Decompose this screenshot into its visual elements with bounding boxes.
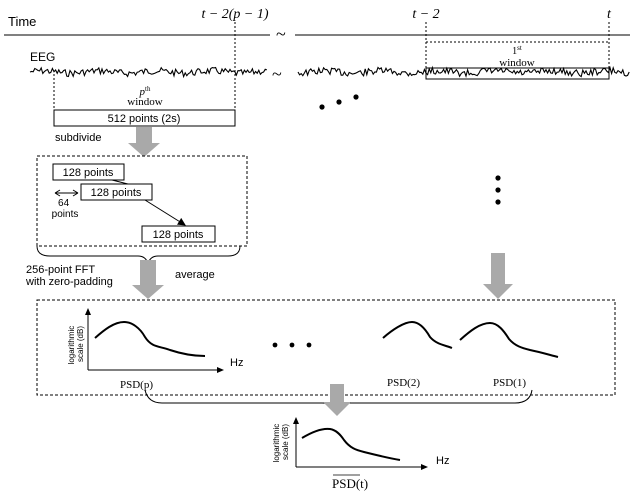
- eeg-label: EEG: [30, 50, 55, 64]
- segment-3-box: [141, 225, 216, 243]
- panel-ellipsis-1: [272, 342, 278, 348]
- fft-label-line1: 256-point FFT: [26, 264, 95, 276]
- psd-p-ylabel-line2: scale (dB): [76, 326, 85, 362]
- psd-p-x-arrowhead: [217, 367, 224, 373]
- segment-1-label: 128 points: [63, 167, 114, 179]
- psd-2-label: PSD(2): [387, 377, 420, 389]
- dots-diagonal-1: [319, 104, 325, 110]
- panel-ellipsis-3: [306, 342, 312, 348]
- segment-connector-2: [144, 199, 186, 226]
- psd-t-label-text: PSD(t): [332, 476, 368, 491]
- segment-connector-1: [111, 179, 129, 185]
- dots-vertical-1: [495, 175, 501, 181]
- first-window-box: [425, 67, 610, 80]
- psd-t-ylabel-line1: logarithmic: [272, 424, 281, 463]
- psd-t-ylabel: logarithmic scale (dB): [272, 422, 290, 463]
- psd-t-label: PSD(t): [332, 476, 368, 491]
- average-label: average: [175, 269, 215, 281]
- overlap-label-line1: 64: [58, 198, 70, 209]
- eeg-signal-left: [29, 66, 267, 79]
- overlap-label: 64 points: [52, 198, 79, 220]
- first-window-word: window: [499, 57, 535, 69]
- tick-label-t: t: [607, 7, 612, 22]
- time-label: Time: [8, 14, 36, 29]
- pth-window-label: pth: [139, 85, 151, 98]
- eeg-break: ~: [272, 64, 282, 84]
- psd-p-ylabel: logarithmic scale (dB): [67, 324, 85, 365]
- segment-2-box: [80, 183, 153, 201]
- psd-t-y-arrowhead: [293, 417, 299, 424]
- psd-t-xlabel: Hz: [436, 455, 449, 467]
- psd-p-panel: logarithmic scale (dB) Hz PSD(p): [67, 308, 243, 391]
- first-window-label: 1st: [512, 44, 522, 57]
- segment-1-box: [52, 163, 125, 181]
- dots-diagonal-2: [336, 99, 342, 105]
- psd-panels-box: [36, 299, 616, 396]
- points-512-box: [53, 109, 236, 127]
- right-down-arrow: [483, 253, 513, 299]
- panel-ellipsis-2: [289, 342, 295, 348]
- psd-p-y-arrowhead: [85, 308, 91, 315]
- overlap-arrowhead-left: [54, 189, 61, 197]
- subdivide-label: subdivide: [55, 132, 101, 144]
- psd-t-ylabel-line2: scale (dB): [281, 424, 290, 460]
- combine-arrow: [323, 384, 351, 416]
- psd-t-curve: [301, 427, 401, 461]
- psd-p-ylabel-line1: logarithmic: [67, 326, 76, 365]
- subdivision-box: [36, 155, 248, 247]
- psd-t-x-arrowhead: [421, 464, 428, 470]
- subdivide-arrow: [128, 127, 160, 157]
- psd-p-curve: [94, 320, 206, 357]
- average-arrow: [132, 260, 164, 299]
- tick-label-t-minus-2: t − 2: [412, 7, 439, 22]
- dots-vertical-2: [495, 187, 501, 193]
- eeg-signal-right: [297, 65, 630, 78]
- segment-3-label: 128 points: [153, 229, 204, 241]
- segment-2-label: 128 points: [91, 187, 142, 199]
- fft-label-line2: with zero-padding: [25, 276, 113, 288]
- psd-t-panel: logarithmic scale (dB) Hz PSD(t): [272, 417, 449, 491]
- time-axis-break: ~: [276, 24, 286, 44]
- psd-p-xlabel: Hz: [230, 357, 243, 369]
- overlap-label-line2: points: [52, 209, 79, 220]
- fft-label: 256-point FFT with zero-padding: [25, 264, 113, 288]
- psd-2-curve: [382, 320, 453, 349]
- average-brace: [36, 245, 241, 265]
- psd-p-label: PSD(p): [120, 379, 153, 391]
- psd-1-label: PSD(1): [493, 377, 526, 389]
- psd-1-curve: [459, 321, 559, 358]
- dots-vertical-3: [495, 199, 501, 205]
- pth-window-word: window: [127, 96, 163, 108]
- tick-label-t-minus-2p-minus-1: t − 2(p − 1): [201, 7, 268, 22]
- dots-diagonal-3: [353, 94, 359, 100]
- overlap-arrowhead-right: [72, 189, 79, 197]
- points-512-label: 512 points (2s): [108, 113, 181, 125]
